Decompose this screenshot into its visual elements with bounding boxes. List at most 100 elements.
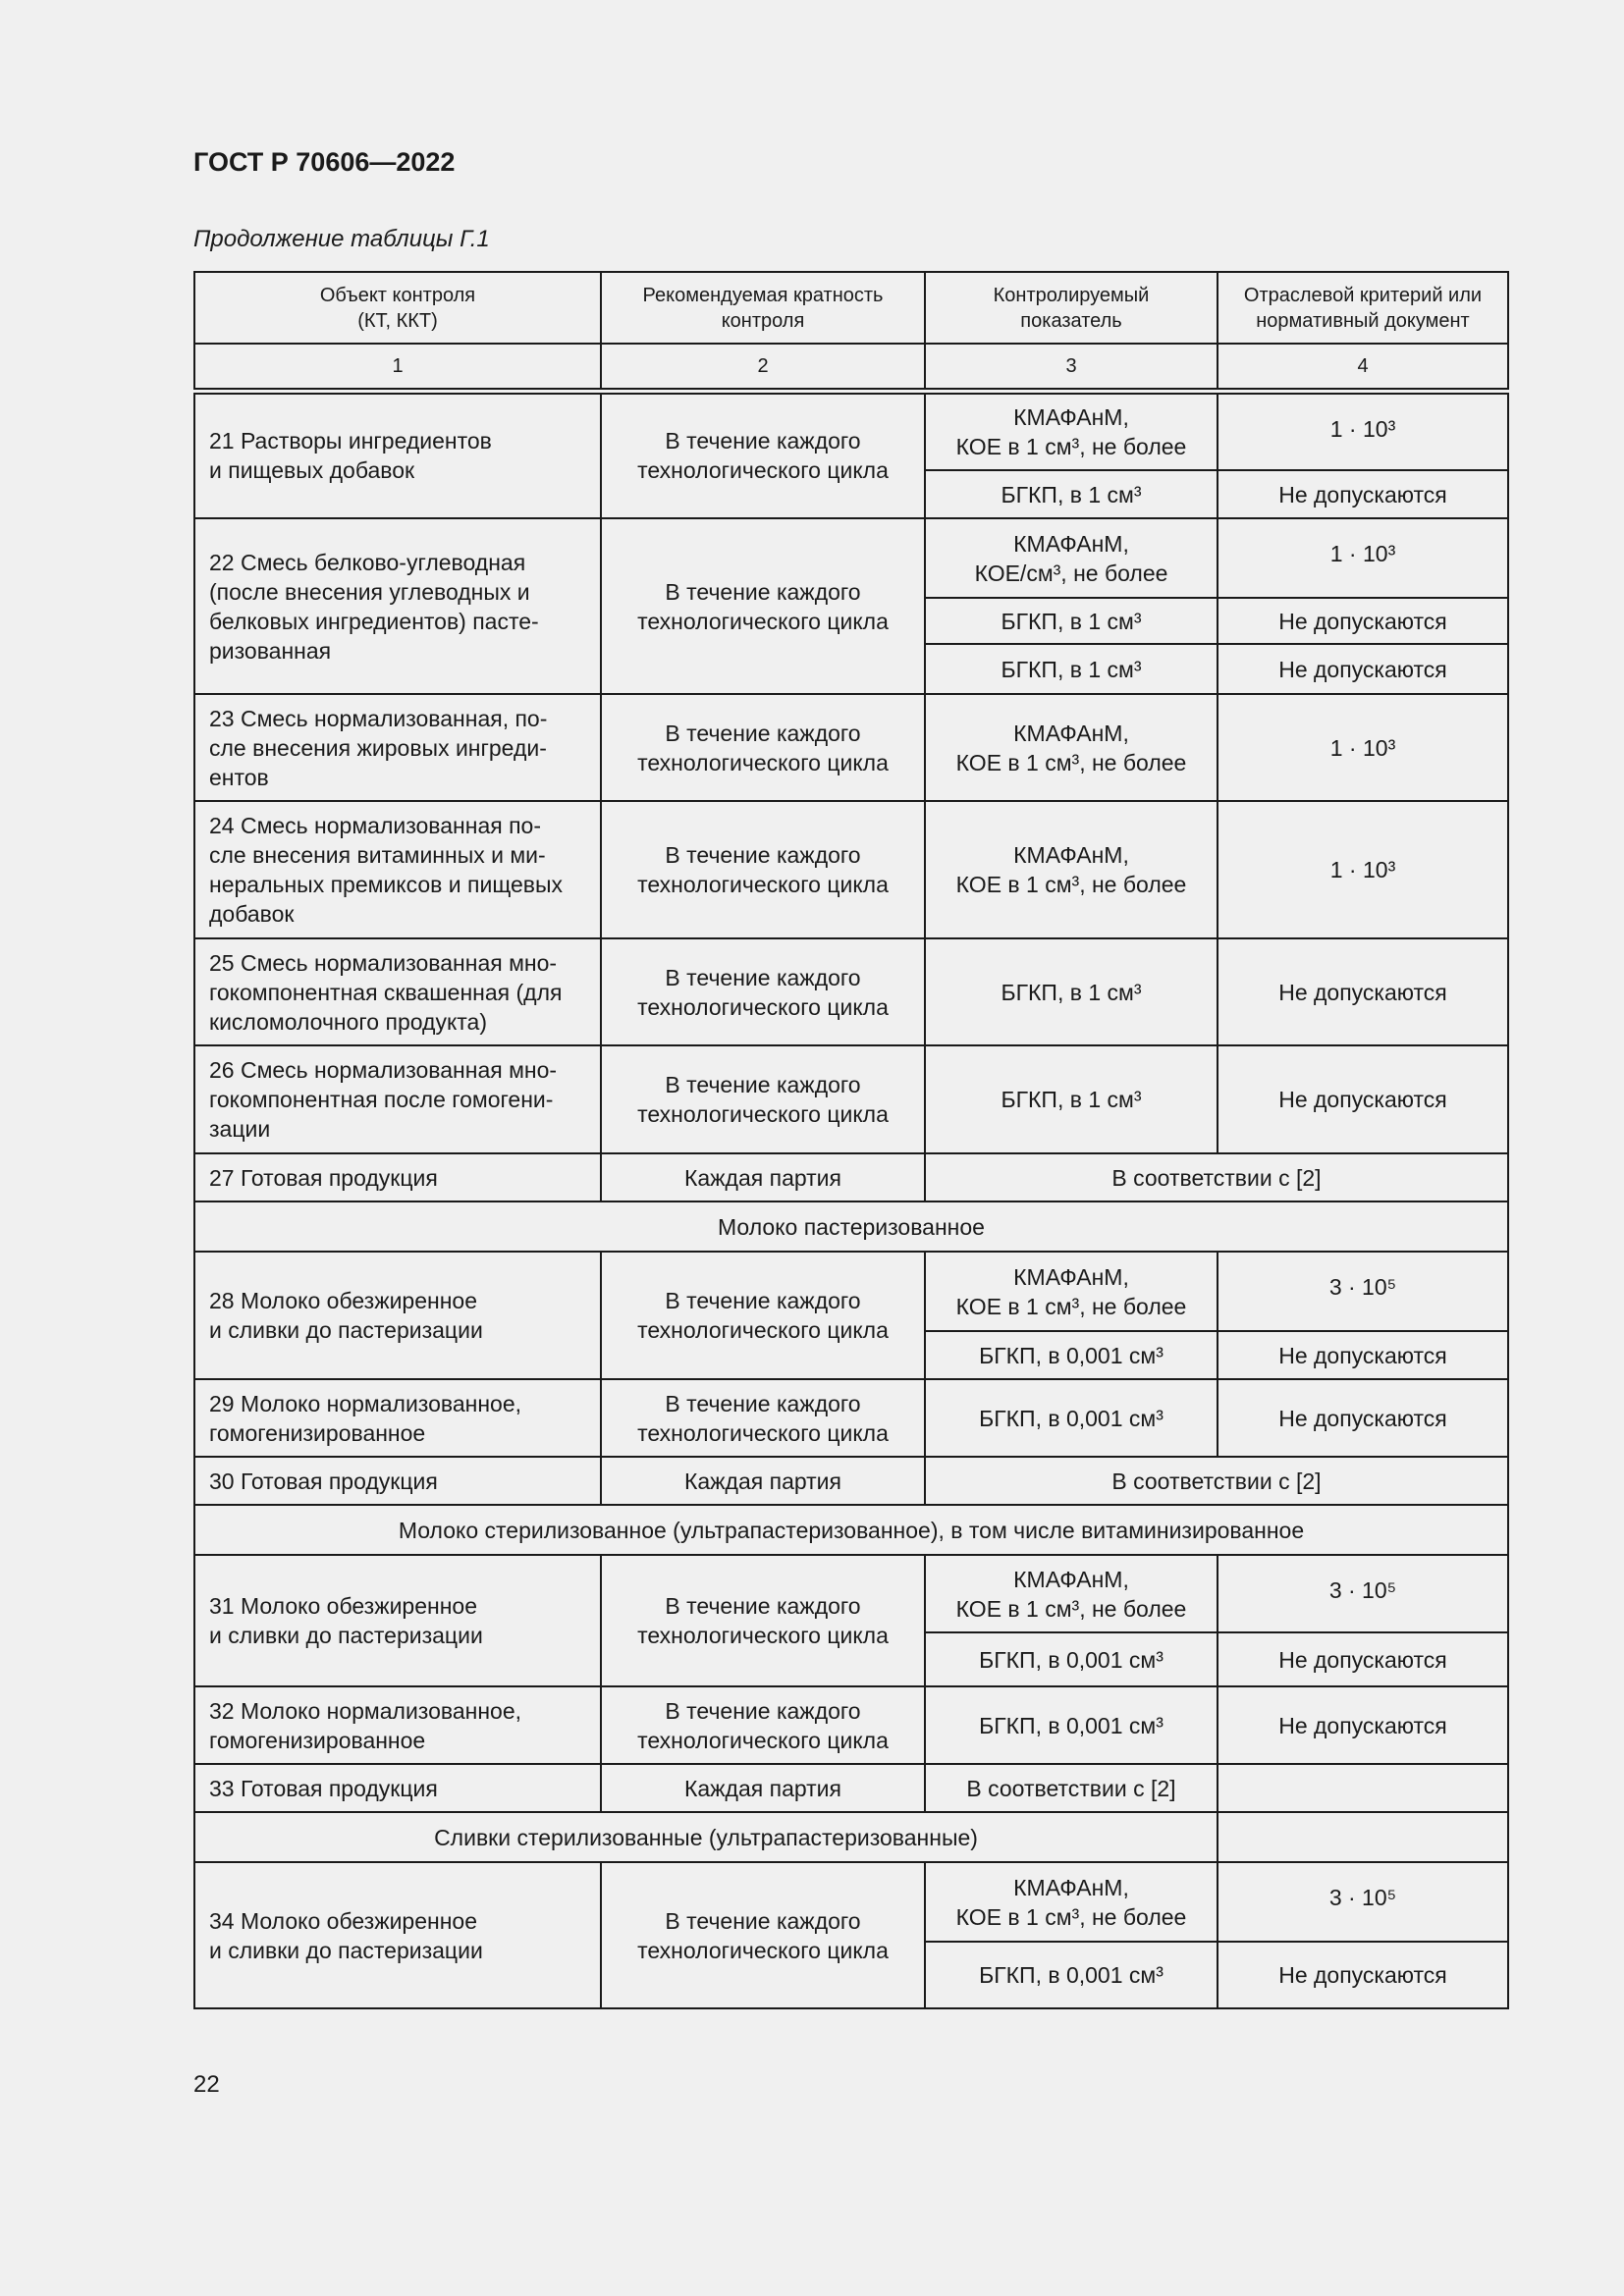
empty-cell [1217,1811,1509,1863]
table-row: 23 Смесь нормализованная, по- сле внесен… [193,693,1509,802]
control-object: 28 Молоко обезжиренное и сливки до пасте… [193,1251,602,1380]
controlled-indicator: КМАФАнМ, КОЕ в 1 см³, не более [924,1251,1218,1332]
table-row: 30 Готовая продукция Каждая партия В соотв… [193,1456,1509,1506]
controlled-indicator: КМАФАнМ, КОЕ в 1 см³, не более [924,693,1218,802]
controlled-indicator: БГКП, в 0,001 см³ [924,1631,1218,1687]
control-frequency: В течение каждого технологического цикла [600,800,926,939]
merged-criterion: В соответствии с [2] [924,1456,1509,1506]
criterion-value: Не допускаются [1217,643,1509,695]
table-row: 29 Молоко нормализованное, гомогенизиров… [193,1378,1509,1458]
control-frequency: В течение каждого технологического цикла [600,1251,926,1380]
criterion-value: 1 · 10³ [1217,517,1509,599]
table-subrow: БГКП, в 0,001 см³ Не допускаются [194,1631,1509,1687]
controlled-indicator: БГКП, в 1 см³ [924,937,1218,1046]
controlled-indicator: КМАФАнМ, КОЕ в 1 см³, не более [924,800,1218,939]
control-object: 25 Смесь нормализованная мно- гокомпонен… [193,937,602,1046]
control-frequency: В течение каждого технологического цикла [600,390,926,519]
control-frequency: В течение каждого технологического цикла [600,1861,926,2009]
control-object: 24 Смесь нормализованная по- сле внесени… [193,800,602,939]
criterion-value: Не допускаются [1217,1941,1509,2009]
control-object: 34 Молоко обезжиренное и сливки до пасте… [193,1861,602,2009]
table-subrow: БГКП, в 0,001 см³ Не допускаются [194,1941,1509,2009]
control-object: 30 Готовая продукция [193,1456,602,1506]
criterion-value: 1 · 10³ [1217,800,1509,939]
section-row: Молоко стерилизованное (ультрапастеризов… [193,1504,1509,1556]
control-object: 33 Готовая продукция [193,1763,602,1813]
control-table: Объект контроля (КТ, ККТ) Рекомендуемая … [193,271,1509,2009]
controlled-indicator: КМАФАнМ, КОЕ в 1 см³, не более [924,390,1218,471]
controlled-indicator: БГКП, в 0,001 см³ [924,1378,1218,1458]
control-frequency: Каждая партия [600,1456,926,1506]
table-caption: Продолжение таблицы Г.1 [193,226,490,252]
table-row: 26 Смесь нормализованная мно- гокомпонен… [193,1044,1509,1154]
control-object: 22 Смесь белково-углеводная (после внесе… [193,517,602,695]
header-object: Объект контроля (КТ, ККТ) [193,271,602,345]
criterion-value: Не допускаются [1217,1631,1509,1687]
column-number: 2 [600,343,926,395]
control-frequency: В течение каждого технологического цикла [600,937,926,1046]
merged-criterion: В соответствии с [2] [924,1152,1509,1202]
controlled-indicator: БГКП, в 0,001 см³ [924,1941,1218,2009]
table-row: 28 Молоко обезжиренное и сливки до пасте… [193,1251,1509,1380]
control-frequency: В течение каждого технологического цикла [600,1044,926,1154]
control-frequency: В течение каждого технологического цикла [600,693,926,802]
document-title: ГОСТ Р 70606—2022 [193,147,456,177]
criterion-value: Не допускаются [1217,937,1509,1046]
controlled-indicator: В соответствии с [2] [924,1763,1218,1813]
table-subrow: БГКП, в 1 см³ Не допускаются [194,469,1509,519]
control-object: 23 Смесь нормализованная, по- сле внесен… [193,693,602,802]
table-row: 25 Смесь нормализованная мно- гокомпонен… [193,937,1509,1046]
controlled-indicator: КМАФАнМ, КОЕ в 1 см³, не более [924,1861,1218,1943]
criterion-value [1217,1763,1509,1813]
section-row: Молоко пастеризованное [193,1201,1509,1253]
table-row: 21 Растворы ингредиентов и пищевых добав… [193,390,1509,519]
table-subrow: БГКП, в 1 см³ Не допускаются [194,643,1509,695]
criterion-value: 1 · 10³ [1217,693,1509,802]
controlled-indicator: БГКП, в 1 см³ [924,643,1218,695]
table-row: 34 Молоко обезжиренное и сливки до пасте… [193,1861,1509,2009]
criterion-value: 3 · 10⁵ [1217,1251,1509,1332]
control-frequency: В течение каждого технологического цикла [600,1554,926,1687]
controlled-indicator: КМАФАнМ, КОЕ/см³, не более [924,517,1218,599]
column-numbers-row: 1 2 3 4 [193,343,1509,395]
criterion-value: Не допускаются [1217,597,1509,645]
column-number: 4 [1217,343,1509,395]
criterion-value: 3 · 10⁵ [1217,1554,1509,1633]
criterion-value: Не допускаются [1217,1378,1509,1458]
column-number: 1 [193,343,602,395]
criterion-value: Не допускаются [1217,1330,1509,1380]
control-object: 29 Молоко нормализованное, гомогенизиров… [193,1378,602,1458]
controlled-indicator: БГКП, в 0,001 см³ [924,1330,1218,1380]
header-row: Объект контроля (КТ, ККТ) Рекомендуемая … [193,271,1509,345]
table-row: 32 Молоко нормализованное, гомогенизиров… [193,1685,1509,1765]
table-row: 33 Готовая продукция Каждая партия В соотв… [193,1763,1509,1813]
controlled-indicator: КМАФАнМ, КОЕ в 1 см³, не более [924,1554,1218,1633]
table-row: 27 Готовая продукция Каждая партия В соотв… [193,1152,1509,1202]
control-frequency: В течение каждого технологического цикла [600,517,926,695]
control-frequency: В течение каждого технологического цикла [600,1685,926,1765]
control-frequency: Каждая партия [600,1152,926,1202]
control-object: 26 Смесь нормализованная мно- гокомпонен… [193,1044,602,1154]
table-row: 31 Молоко обезжиренное и сливки до пасте… [193,1554,1509,1687]
section-title: Молоко пастеризованное [193,1201,1509,1253]
control-frequency: Каждая партия [600,1763,926,1813]
header-indicator: Контролируемый показатель [924,271,1218,345]
criterion-value: Не допускаются [1217,1044,1509,1154]
header-frequency: Рекомендуемая кратность контроля [600,271,926,345]
control-object: 31 Молоко обезжиренное и сливки до пасте… [193,1554,602,1687]
control-object: 27 Готовая продукция [193,1152,602,1202]
column-number: 3 [924,343,1218,395]
section-title: Молоко стерилизованное (ультрапастеризов… [193,1504,1509,1556]
criterion-value: Не допускаются [1217,469,1509,519]
control-object: 21 Растворы ингредиентов и пищевых добав… [193,390,602,519]
controlled-indicator: БГКП, в 0,001 см³ [924,1685,1218,1765]
criterion-value: Не допускаются [1217,1685,1509,1765]
controlled-indicator: БГКП, в 1 см³ [924,597,1218,645]
controlled-indicator: БГКП, в 1 см³ [924,469,1218,519]
table-row: 22 Смесь белково-углеводная (после внесе… [193,517,1509,695]
criterion-value: 1 · 10³ [1217,390,1509,471]
section-row: Сливки стерилизованные (ультрапастеризов… [193,1811,1509,1863]
control-frequency: В течение каждого технологического цикла [600,1378,926,1458]
criterion-value: 3 · 10⁵ [1217,1861,1509,1943]
section-title: Сливки стерилизованные (ультрапастеризов… [193,1811,1218,1863]
